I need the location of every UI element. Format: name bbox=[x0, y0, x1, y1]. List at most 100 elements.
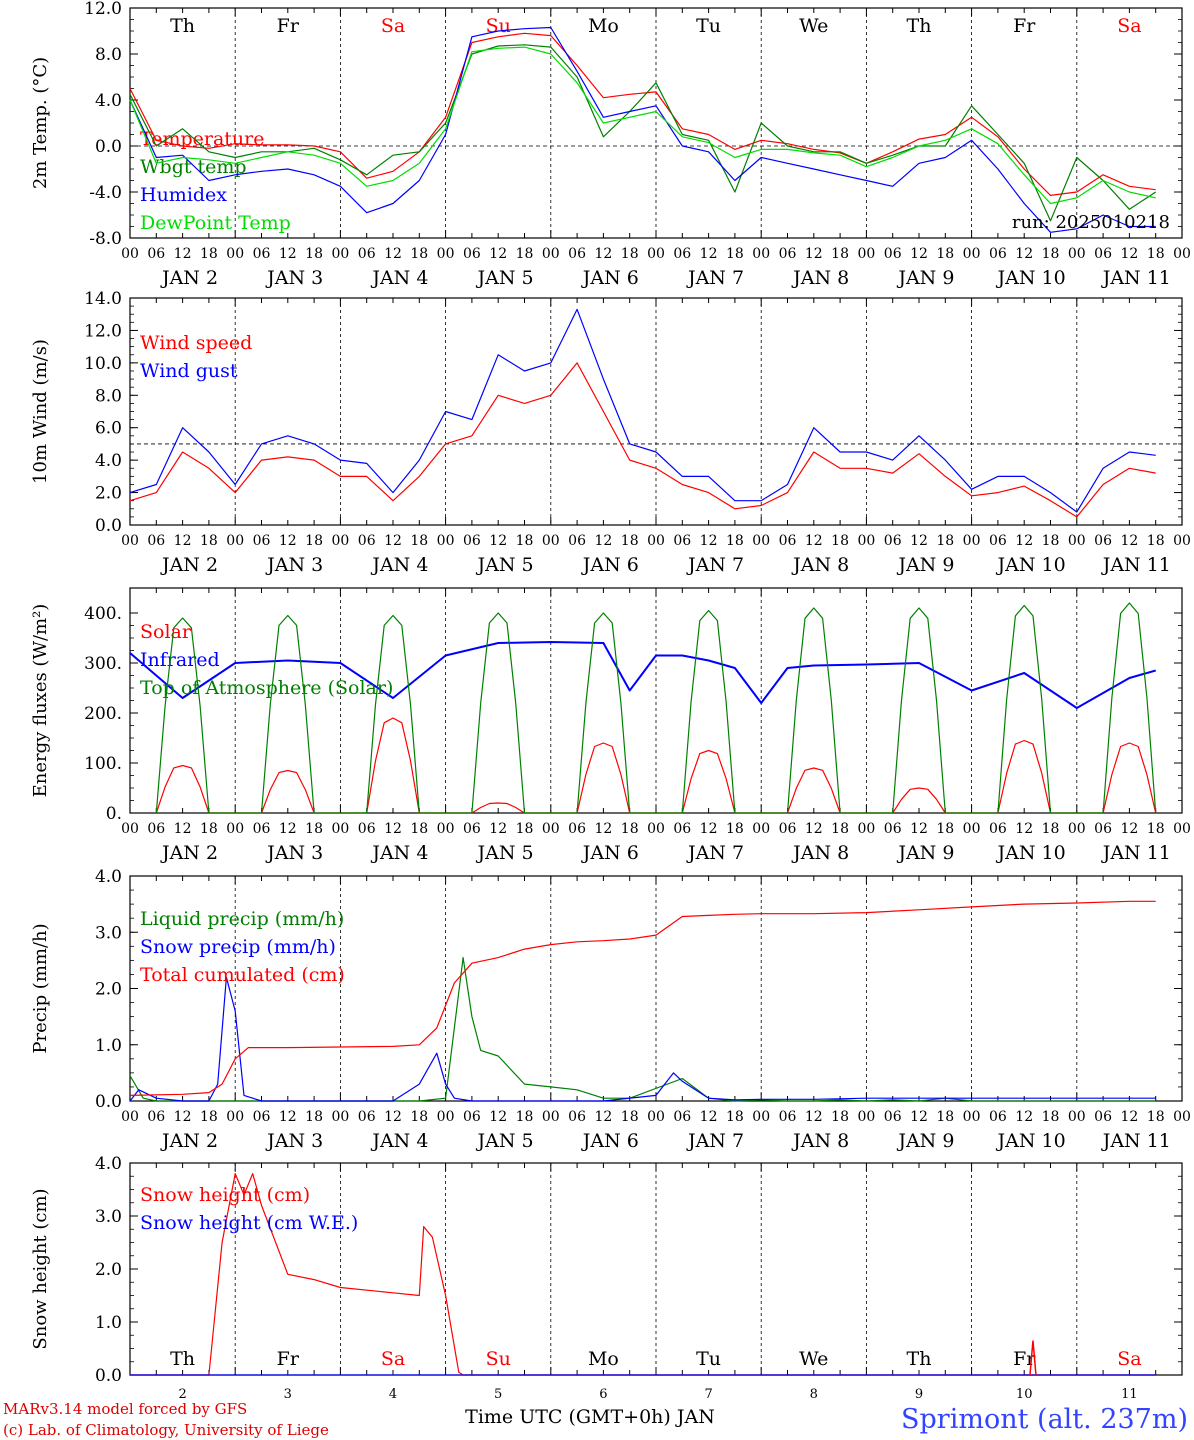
hour-tick-label: 18 bbox=[200, 821, 218, 837]
hour-tick-label: 00 bbox=[752, 533, 770, 549]
run-annotation: run: 2025010218 bbox=[1012, 212, 1170, 233]
day-label: JAN 5 bbox=[476, 554, 534, 576]
series-line-top-of-atmosphere-solar- bbox=[155, 602, 1157, 814]
day-label: JAN 7 bbox=[686, 554, 744, 576]
hour-tick-label: 00 bbox=[437, 533, 455, 549]
hour-tick-label: 00 bbox=[857, 1109, 875, 1125]
panel-precip: 0.0 1.0 2.0 3.0 4.0 Precip (mm/h) 00 06 12 18 00 06… bbox=[30, 867, 1191, 1152]
series-line-humidex bbox=[129, 26, 1156, 233]
y-tick-label: 0.0 bbox=[95, 1366, 122, 1386]
y-tick-label: 12.0 bbox=[84, 0, 122, 19]
series-line-infrared bbox=[129, 641, 1156, 709]
y-tick-label: 4.0 bbox=[95, 91, 122, 111]
day-label: JAN 10 bbox=[996, 1130, 1066, 1152]
legend-entry: Snow precip (mm/h) bbox=[140, 936, 336, 958]
y-tick-label: 4.0 bbox=[95, 867, 122, 887]
series-line-wind-speed bbox=[129, 362, 1156, 518]
legend-entry: Top of Atmosphere (Solar) bbox=[140, 677, 393, 699]
hour-tick-label: 00 bbox=[542, 1109, 560, 1125]
day-label: JAN 6 bbox=[581, 1130, 639, 1152]
weekday-label: Tu bbox=[696, 1348, 721, 1370]
day-label: JAN 9 bbox=[896, 842, 954, 864]
y-tick-label: 12.0 bbox=[84, 321, 122, 341]
day-number-label: 4 bbox=[389, 1387, 397, 1402]
hour-tick-label: 06 bbox=[989, 1109, 1007, 1125]
y-tick-label: 2.0 bbox=[95, 1260, 122, 1280]
hour-tick-label: 12 bbox=[384, 246, 402, 262]
hour-tick-label: 12 bbox=[384, 821, 402, 837]
hour-tick-label: 06 bbox=[884, 1109, 902, 1125]
hour-tick-label: 00 bbox=[542, 246, 560, 262]
hour-tick-label: 18 bbox=[621, 246, 639, 262]
day-number-label: 10 bbox=[1016, 1387, 1033, 1402]
hour-tick-label: 06 bbox=[147, 246, 165, 262]
hour-tick-label: 00 bbox=[121, 533, 139, 549]
weekday-label: Fr bbox=[277, 15, 300, 37]
time-axis-label: Time UTC (GMT+0h) JAN bbox=[465, 1406, 715, 1428]
hour-tick-label: 06 bbox=[884, 533, 902, 549]
day-label: JAN 9 bbox=[896, 267, 954, 289]
hour-tick-label: 06 bbox=[463, 821, 481, 837]
hour-tick-label: 06 bbox=[1094, 821, 1112, 837]
hour-tick-label: 00 bbox=[437, 821, 455, 837]
day-number-label: 6 bbox=[599, 1387, 607, 1402]
weekday-label: Sa bbox=[381, 1348, 405, 1370]
weekday-label: Mo bbox=[588, 15, 619, 37]
legend-entry: Infrared bbox=[140, 649, 220, 671]
hour-tick-label: 00 bbox=[331, 246, 349, 262]
weekday-label: We bbox=[799, 15, 828, 37]
hour-tick-label: 06 bbox=[253, 246, 271, 262]
day-number-label: 2 bbox=[178, 1387, 186, 1402]
weekday-label: Su bbox=[486, 15, 511, 37]
day-label: JAN 8 bbox=[791, 842, 849, 864]
hour-tick-label: 18 bbox=[516, 246, 534, 262]
weekday-label: Th bbox=[907, 1348, 932, 1370]
y-axis-label: Precip (mm/h) bbox=[30, 923, 51, 1053]
y-tick-label: 10.0 bbox=[84, 354, 122, 374]
hour-tick-label: 12 bbox=[174, 821, 192, 837]
weekday-label: Mo bbox=[588, 1348, 619, 1370]
y-tick-label: 0.0 bbox=[95, 137, 122, 157]
hour-tick-label: 18 bbox=[936, 821, 954, 837]
day-number-label: 9 bbox=[915, 1387, 923, 1402]
hour-tick-label: 12 bbox=[700, 533, 718, 549]
hour-tick-label: 12 bbox=[700, 1109, 718, 1125]
hour-tick-label: 06 bbox=[147, 821, 165, 837]
hour-tick-label: 06 bbox=[147, 533, 165, 549]
day-label: JAN 4 bbox=[370, 1130, 428, 1152]
day-label: JAN 7 bbox=[686, 1130, 744, 1152]
hour-tick-label: 06 bbox=[253, 1109, 271, 1125]
y-tick-label: 300. bbox=[84, 654, 122, 674]
hour-tick-label: 12 bbox=[279, 821, 297, 837]
y-tick-label: 6.0 bbox=[95, 419, 122, 439]
hour-tick-label: 00 bbox=[1068, 533, 1086, 549]
day-number-label: 11 bbox=[1121, 1387, 1138, 1402]
hour-tick-label: 12 bbox=[489, 533, 507, 549]
y-tick-label: 3.0 bbox=[95, 923, 122, 943]
hour-tick-label: 18 bbox=[200, 533, 218, 549]
legend-entry: DewPoint Temp bbox=[140, 212, 291, 234]
hour-tick-label: 00 bbox=[542, 533, 560, 549]
hour-tick-label: 12 bbox=[594, 246, 612, 262]
hour-tick-label: 18 bbox=[200, 1109, 218, 1125]
hour-tick-label: 18 bbox=[1042, 533, 1060, 549]
hour-tick-label: 00 bbox=[226, 821, 244, 837]
hour-tick-label: 00 bbox=[331, 1109, 349, 1125]
hour-tick-label: 06 bbox=[253, 533, 271, 549]
hour-tick-label: 00 bbox=[1173, 821, 1191, 837]
hour-tick-label: 18 bbox=[726, 821, 744, 837]
hour-tick-label: 18 bbox=[305, 246, 323, 262]
legend-entry: Total cumulated (cm) bbox=[140, 964, 345, 986]
hour-tick-label: 12 bbox=[910, 533, 928, 549]
day-label: JAN 10 bbox=[996, 842, 1066, 864]
hour-tick-label: 06 bbox=[463, 1109, 481, 1125]
y-tick-label: 100. bbox=[84, 754, 122, 774]
legend-entry: Humidex bbox=[140, 184, 227, 206]
hour-tick-label: 06 bbox=[1094, 246, 1112, 262]
hour-tick-label: 06 bbox=[673, 246, 691, 262]
hour-tick-label: 00 bbox=[1068, 246, 1086, 262]
hour-tick-label: 06 bbox=[358, 246, 376, 262]
y-tick-label: 2.0 bbox=[95, 980, 122, 1000]
hour-tick-label: 18 bbox=[936, 533, 954, 549]
hour-tick-label: 00 bbox=[1173, 1109, 1191, 1125]
